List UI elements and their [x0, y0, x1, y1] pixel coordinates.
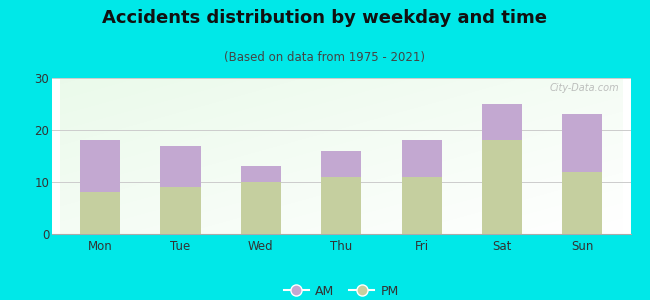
Bar [321, 151, 361, 177]
Bar [80, 192, 120, 234]
Bar [562, 114, 603, 172]
Bar [402, 177, 442, 234]
Bar [402, 140, 442, 177]
Text: Accidents distribution by weekday and time: Accidents distribution by weekday and ti… [103, 9, 547, 27]
Legend: AM, PM: AM, PM [279, 280, 404, 300]
Bar [240, 167, 281, 182]
Bar [482, 104, 522, 140]
Text: (Based on data from 1975 - 2021): (Based on data from 1975 - 2021) [224, 51, 426, 64]
Bar [240, 182, 281, 234]
Bar [562, 172, 603, 234]
Bar [80, 140, 120, 192]
Bar [161, 187, 201, 234]
Bar [161, 146, 201, 187]
Bar [321, 177, 361, 234]
Text: City-Data.com: City-Data.com [549, 83, 619, 93]
Bar [482, 140, 522, 234]
